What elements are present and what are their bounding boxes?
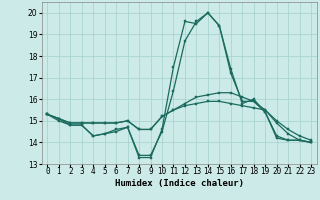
X-axis label: Humidex (Indice chaleur): Humidex (Indice chaleur)	[115, 179, 244, 188]
